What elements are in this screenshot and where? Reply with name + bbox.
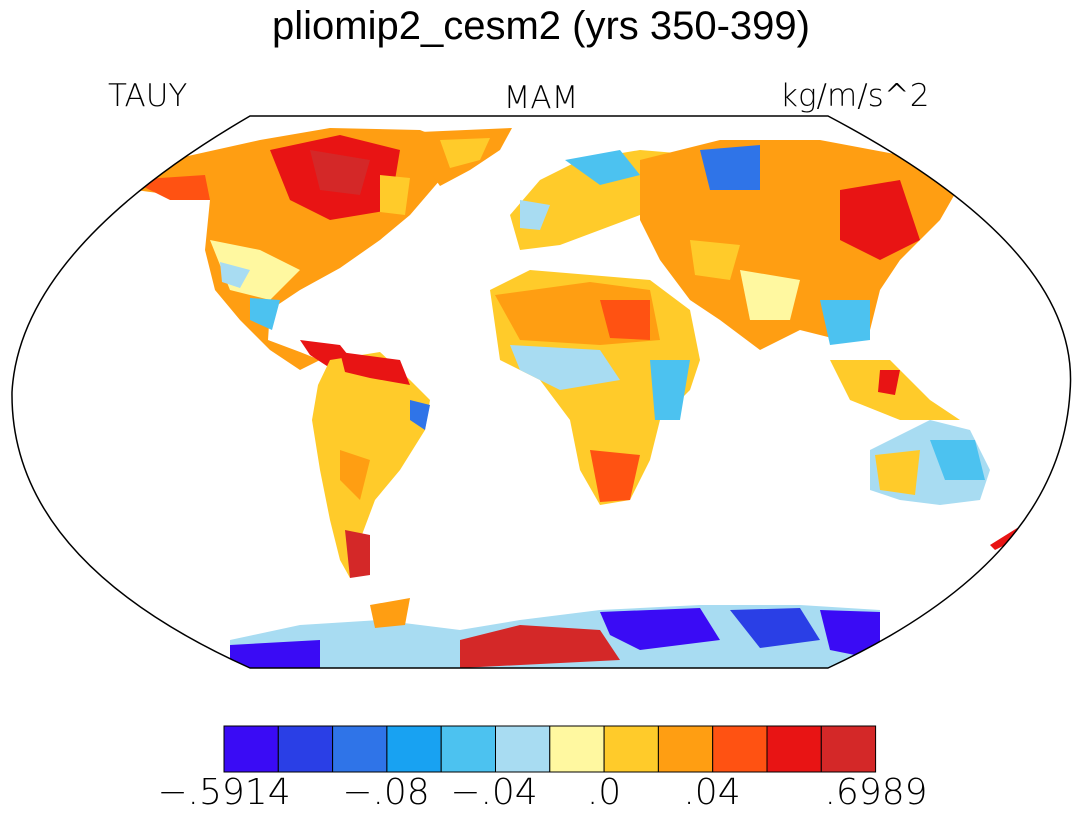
colorbar-swatch [603, 725, 659, 773]
colorbar-swatch [549, 725, 605, 773]
land-field [120, 128, 1035, 668]
colorbar-tick-label: .6989 [824, 772, 928, 813]
colorbar-swatch [712, 725, 768, 773]
colorbar-swatch [495, 725, 551, 773]
colorbar-swatch [277, 725, 334, 773]
colorbar-labels: −.5914 −.08 −.04 .0 .04 .6989 [0, 772, 1082, 813]
colorbar-swatch [820, 725, 877, 773]
colorbar-swatch [386, 725, 442, 773]
globe-outline [11, 115, 1072, 669]
colorbar-tick-label: .04 [683, 772, 741, 813]
colorbar-swatch [332, 725, 388, 773]
colorbar-tick-label: .0 [586, 772, 622, 813]
colorbar-swatch [657, 725, 714, 773]
variable-label: TAUY [108, 78, 188, 114]
colorbar-swatch [766, 725, 822, 773]
units-label: kg/m/s^2 [780, 78, 930, 114]
colorbar-tick-label: −.04 [450, 772, 538, 813]
map-title: pliomip2_cesm2 (yrs 350-399) [271, 4, 810, 48]
colorbar [223, 725, 877, 773]
colorbar-tick-label: −.5914 [157, 772, 291, 813]
season-label: MAM [503, 80, 579, 116]
colorbar-tick-label: −.08 [342, 772, 430, 813]
colorbar-swatch [440, 725, 497, 773]
colorbar-swatch [223, 725, 279, 773]
